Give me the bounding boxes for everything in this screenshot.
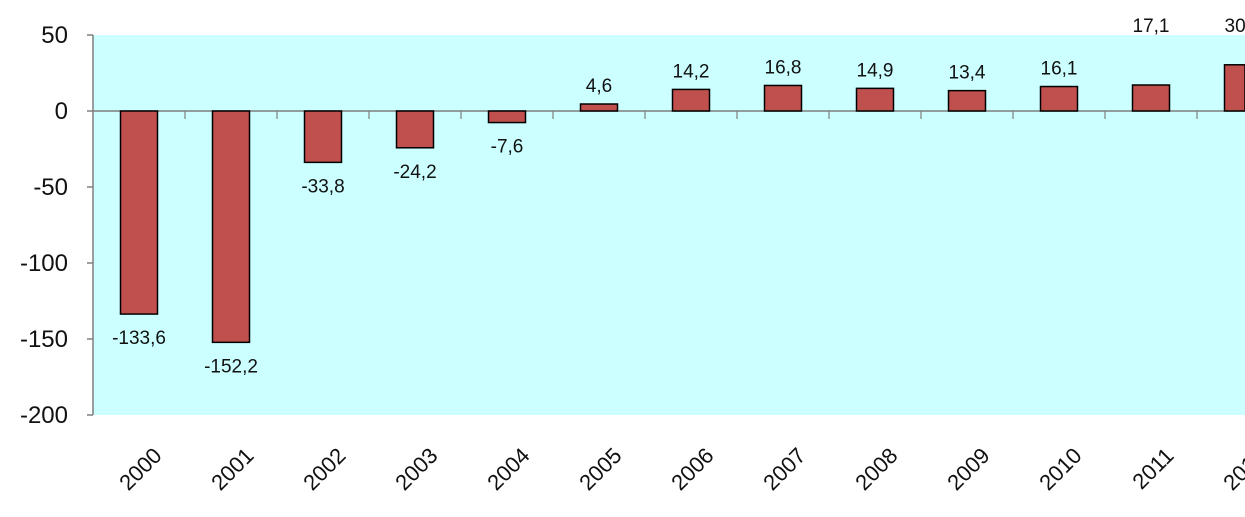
bar-2005 — [579, 103, 619, 112]
data-label-2011: 17,1 — [1133, 16, 1170, 37]
bar-2001 — [211, 110, 251, 344]
y-tick-label: -100 — [20, 250, 68, 277]
data-label-2000: -133,6 — [112, 328, 166, 349]
x-tick-label-2006: 2006 — [666, 443, 718, 495]
x-tick-label-2010: 2010 — [1034, 443, 1086, 495]
bar-2002 — [303, 110, 343, 164]
x-tick-label-2007: 2007 — [758, 443, 810, 495]
bar-2003 — [395, 110, 435, 149]
bar-2004 — [487, 110, 527, 124]
x-tick-label-2001: 2001 — [206, 443, 258, 495]
bar-2010 — [1039, 85, 1079, 112]
data-label-2002: -33,8 — [301, 176, 344, 197]
data-label-2007: 16,8 — [765, 57, 802, 78]
bar-2011 — [1131, 84, 1171, 112]
data-label-2009: 13,4 — [949, 63, 986, 84]
data-label-2005: 4,6 — [586, 76, 612, 97]
data-label-2012: 30,4 — [1225, 16, 1245, 37]
y-tick-label: 50 — [41, 22, 68, 49]
data-label-2008: 14,9 — [857, 60, 894, 81]
data-label-2010: 16,1 — [1041, 59, 1078, 80]
x-tick-label-2012: 2012 — [1218, 443, 1245, 495]
x-tick-label-2005: 2005 — [574, 443, 626, 495]
x-tick-label-2011: 2011 — [1127, 443, 1178, 494]
y-tick-label: -150 — [20, 326, 68, 353]
data-label-2001: -152,2 — [204, 356, 258, 377]
bar-2007 — [763, 84, 803, 112]
data-labels: -133,6 -152,2 -33,8 -24,2 -7,6 4,6 14,2 16,8 14,… — [112, 16, 1245, 377]
y-tick-label: -50 — [33, 174, 68, 201]
bar-2006 — [671, 88, 711, 112]
data-label-2003: -24,2 — [393, 162, 436, 183]
bar-2009 — [947, 89, 987, 112]
x-tick-label-2002: 2002 — [298, 443, 350, 495]
bar-2008 — [855, 87, 895, 112]
x-tick-labels: 2000 2001 2002 2003 2004 2005 2006 2007 2008 2009… — [114, 443, 1245, 495]
x-tick-label-2003: 2003 — [390, 443, 442, 495]
x-tick-label-2009: 2009 — [942, 443, 994, 495]
y-tick-labels: 50 0 -50 -100 -150 -200 — [20, 22, 68, 429]
x-tick-label-2000: 2000 — [114, 443, 166, 495]
x-tick-label-2004: 2004 — [482, 443, 534, 495]
bars — [119, 64, 1245, 344]
data-label-2004: -7,6 — [491, 137, 524, 158]
bar-2012 — [1223, 64, 1245, 112]
x-tick-label-2008: 2008 — [850, 443, 902, 495]
y-tick-label: -200 — [20, 402, 68, 429]
data-label-2006: 14,2 — [673, 61, 710, 82]
y-tick-label: 0 — [55, 98, 68, 125]
bar-2000 — [119, 110, 159, 315]
